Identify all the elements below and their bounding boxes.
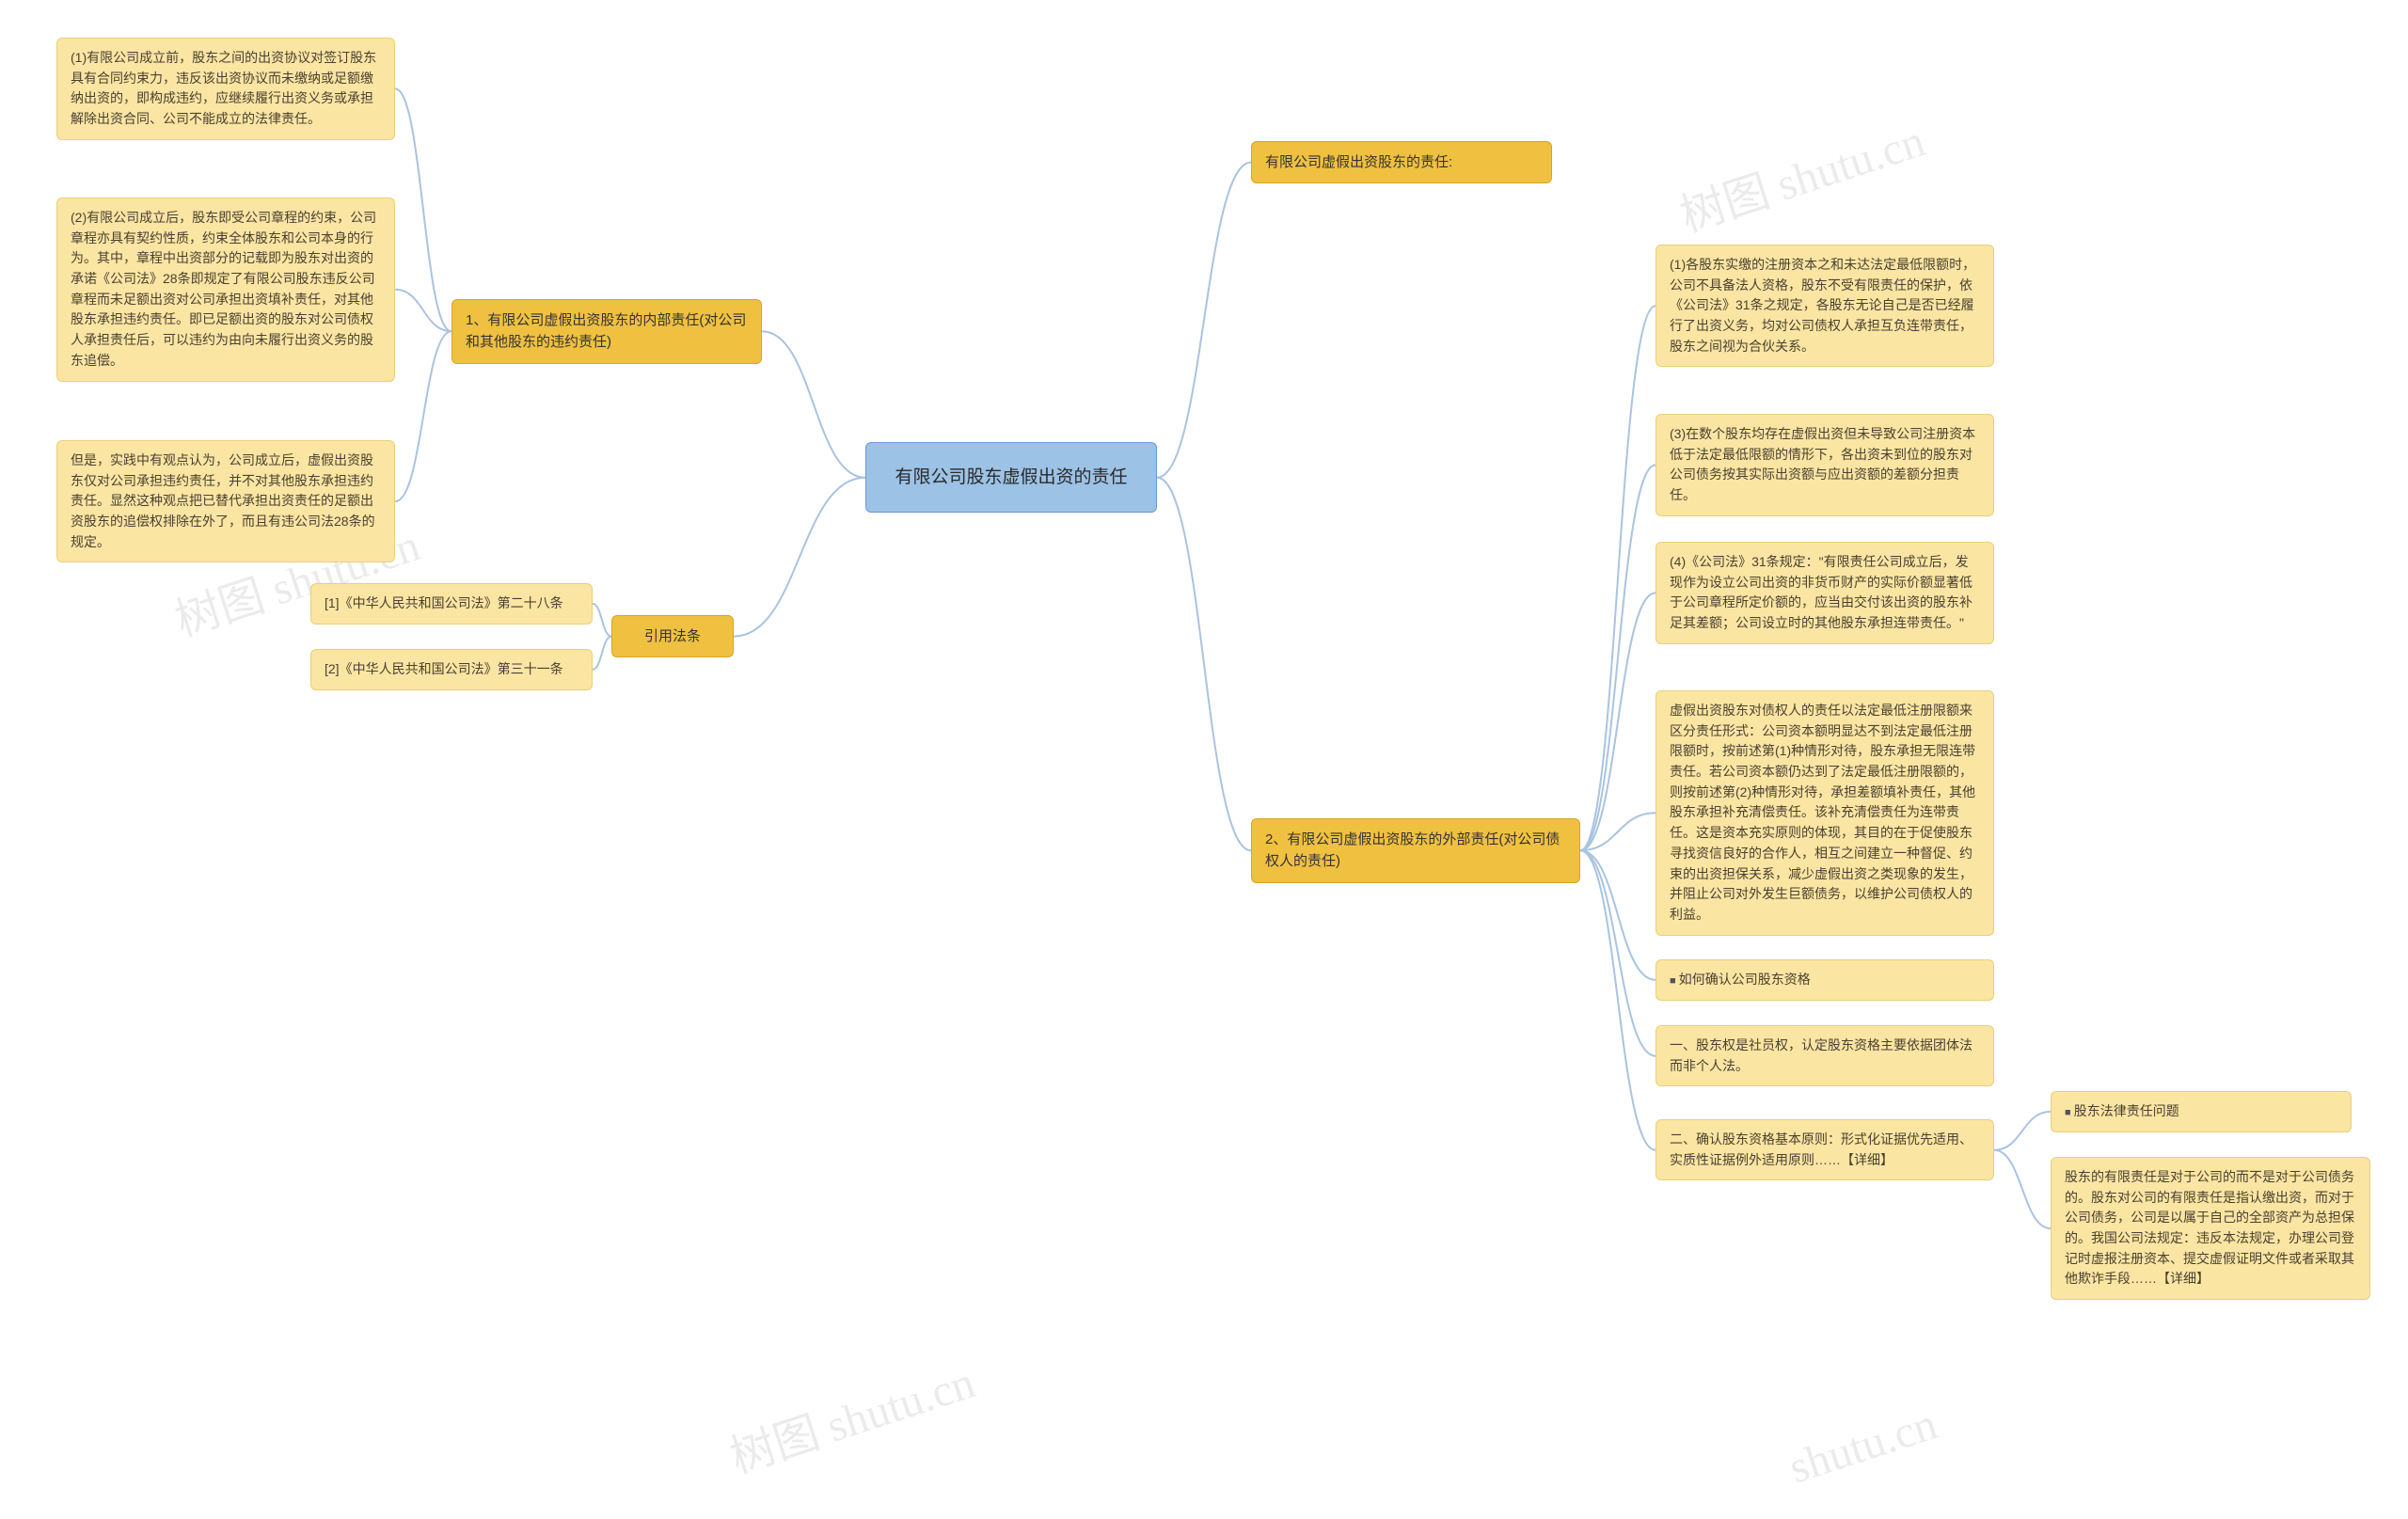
leaf-legal-liability-heading: 股东法律责任问题 <box>2051 1091 2352 1132</box>
leaf-citation-28: [1]《中华人民共和国公司法》第二十八条 <box>310 583 593 625</box>
branch-internal-liability: 1、有限公司虚假出资股东的内部责任(对公司和其他股东的违约责任) <box>452 299 762 364</box>
leaf-text: (4)《公司法》31条规定："有限责任公司成立后，发现作为设立公司出资的非货币财… <box>1670 554 1972 630</box>
leaf-post-incorporation: (2)有限公司成立后，股东即受公司章程的约束，公司章程亦具有契约性质，约束全体股… <box>56 198 395 382</box>
watermark: 树图 shutu.cn <box>721 1345 982 1486</box>
branch-label: 引用法条 <box>644 628 701 644</box>
branch-label: 2、有限公司虚假出资股东的外部责任(对公司债权人的责任) <box>1265 831 1560 869</box>
leaf-text: 一、股东权是社员权，认定股东资格主要依据团体法而非个人法。 <box>1670 1037 1972 1073</box>
leaf-limited-liability-explain: 股东的有限责任是对于公司的而不是对于公司债务的。股东对公司的有限责任是指认缴出资… <box>2051 1157 2370 1300</box>
leaf-practice-view: 但是，实践中有观点认为，公司成立后，虚假出资股东仅对公司承担违约责任，并不对其他… <box>56 440 395 562</box>
leaf-multiple-shareholders: (3)在数个股东均存在虚假出资但未导致公司注册资本低于法定最低限额的情形下，各出… <box>1656 414 1994 516</box>
branch-label: 1、有限公司虚假出资股东的内部责任(对公司和其他股东的违约责任) <box>466 312 746 350</box>
leaf-pre-incorporation: (1)有限公司成立前，股东之间的出资协议对签订股东具有合同约束力，违反该出资协议… <box>56 38 395 140</box>
leaf-below-minimum: (1)各股东实缴的注册资本之和未达法定最低限额时，公司不具备法人资格，股东不受有… <box>1656 245 1994 367</box>
leaf-article-31: (4)《公司法》31条规定："有限责任公司成立后，发现作为设立公司出资的非货币财… <box>1656 542 1994 644</box>
leaf-text: 股东法律责任问题 <box>2065 1103 2179 1118</box>
leaf-text: (2)有限公司成立后，股东即受公司章程的约束，公司章程亦具有契约性质，约束全体股… <box>71 210 376 368</box>
leaf-text: 如何确认公司股东资格 <box>1670 972 1811 987</box>
center-node: 有限公司股东虚假出资的责任 <box>865 442 1157 513</box>
branch-label: 有限公司虚假出资股东的责任: <box>1265 154 1452 170</box>
leaf-text: 但是，实践中有观点认为，公司成立后，虚假出资股东仅对公司承担违约责任，并不对其他… <box>71 452 375 549</box>
leaf-text: (1)各股东实缴的注册资本之和未达法定最低限额时，公司不具备法人资格，股东不受有… <box>1670 257 1975 354</box>
center-label: 有限公司股东虚假出资的责任 <box>895 467 1127 487</box>
leaf-member-right: 一、股东权是社员权，认定股东资格主要依据团体法而非个人法。 <box>1656 1025 1994 1086</box>
leaf-text: 股东的有限责任是对于公司的而不是对于公司债务的。股东对公司的有限责任是指认缴出资… <box>2065 1169 2354 1286</box>
leaf-text: (1)有限公司成立前，股东之间的出资协议对签订股东具有合同约束力，违反该出资协议… <box>71 50 376 126</box>
watermark: 树图 shutu.cn <box>1671 103 1932 245</box>
leaf-citation-31: [2]《中华人民共和国公司法》第三十一条 <box>310 649 593 690</box>
leaf-text: [2]《中华人民共和国公司法》第三十一条 <box>325 661 563 676</box>
mindmap-canvas: 树图 shutu.cn 树图 shutu.cn 树图 shutu.cn shut… <box>0 0 2408 1519</box>
branch-false-capital-liability: 有限公司虚假出资股东的责任: <box>1251 141 1552 183</box>
leaf-text: 二、确认股东资格基本原则：形式化证据优先适用、实质性证据例外适用原则……【详细】 <box>1670 1131 1972 1167</box>
branch-citations: 引用法条 <box>611 615 734 657</box>
watermark: shutu.cn <box>1782 1398 1942 1494</box>
leaf-text: [1]《中华人民共和国公司法》第二十八条 <box>325 595 563 610</box>
branch-external-liability: 2、有限公司虚假出资股东的外部责任(对公司债权人的责任) <box>1251 818 1580 883</box>
leaf-qualification-heading: 如何确认公司股东资格 <box>1656 959 1994 1001</box>
leaf-text: 虚假出资股东对债权人的责任以法定最低注册限额来区分责任形式：公司资本额明显达不到… <box>1670 703 1975 922</box>
leaf-creditor-rules: 虚假出资股东对债权人的责任以法定最低注册限额来区分责任形式：公司资本额明显达不到… <box>1656 690 1994 936</box>
leaf-text: (3)在数个股东均存在虚假出资但未导致公司注册资本低于法定最低限额的情形下，各出… <box>1670 426 1975 502</box>
leaf-qualification-principle: 二、确认股东资格基本原则：形式化证据优先适用、实质性证据例外适用原则……【详细】 <box>1656 1119 1994 1180</box>
